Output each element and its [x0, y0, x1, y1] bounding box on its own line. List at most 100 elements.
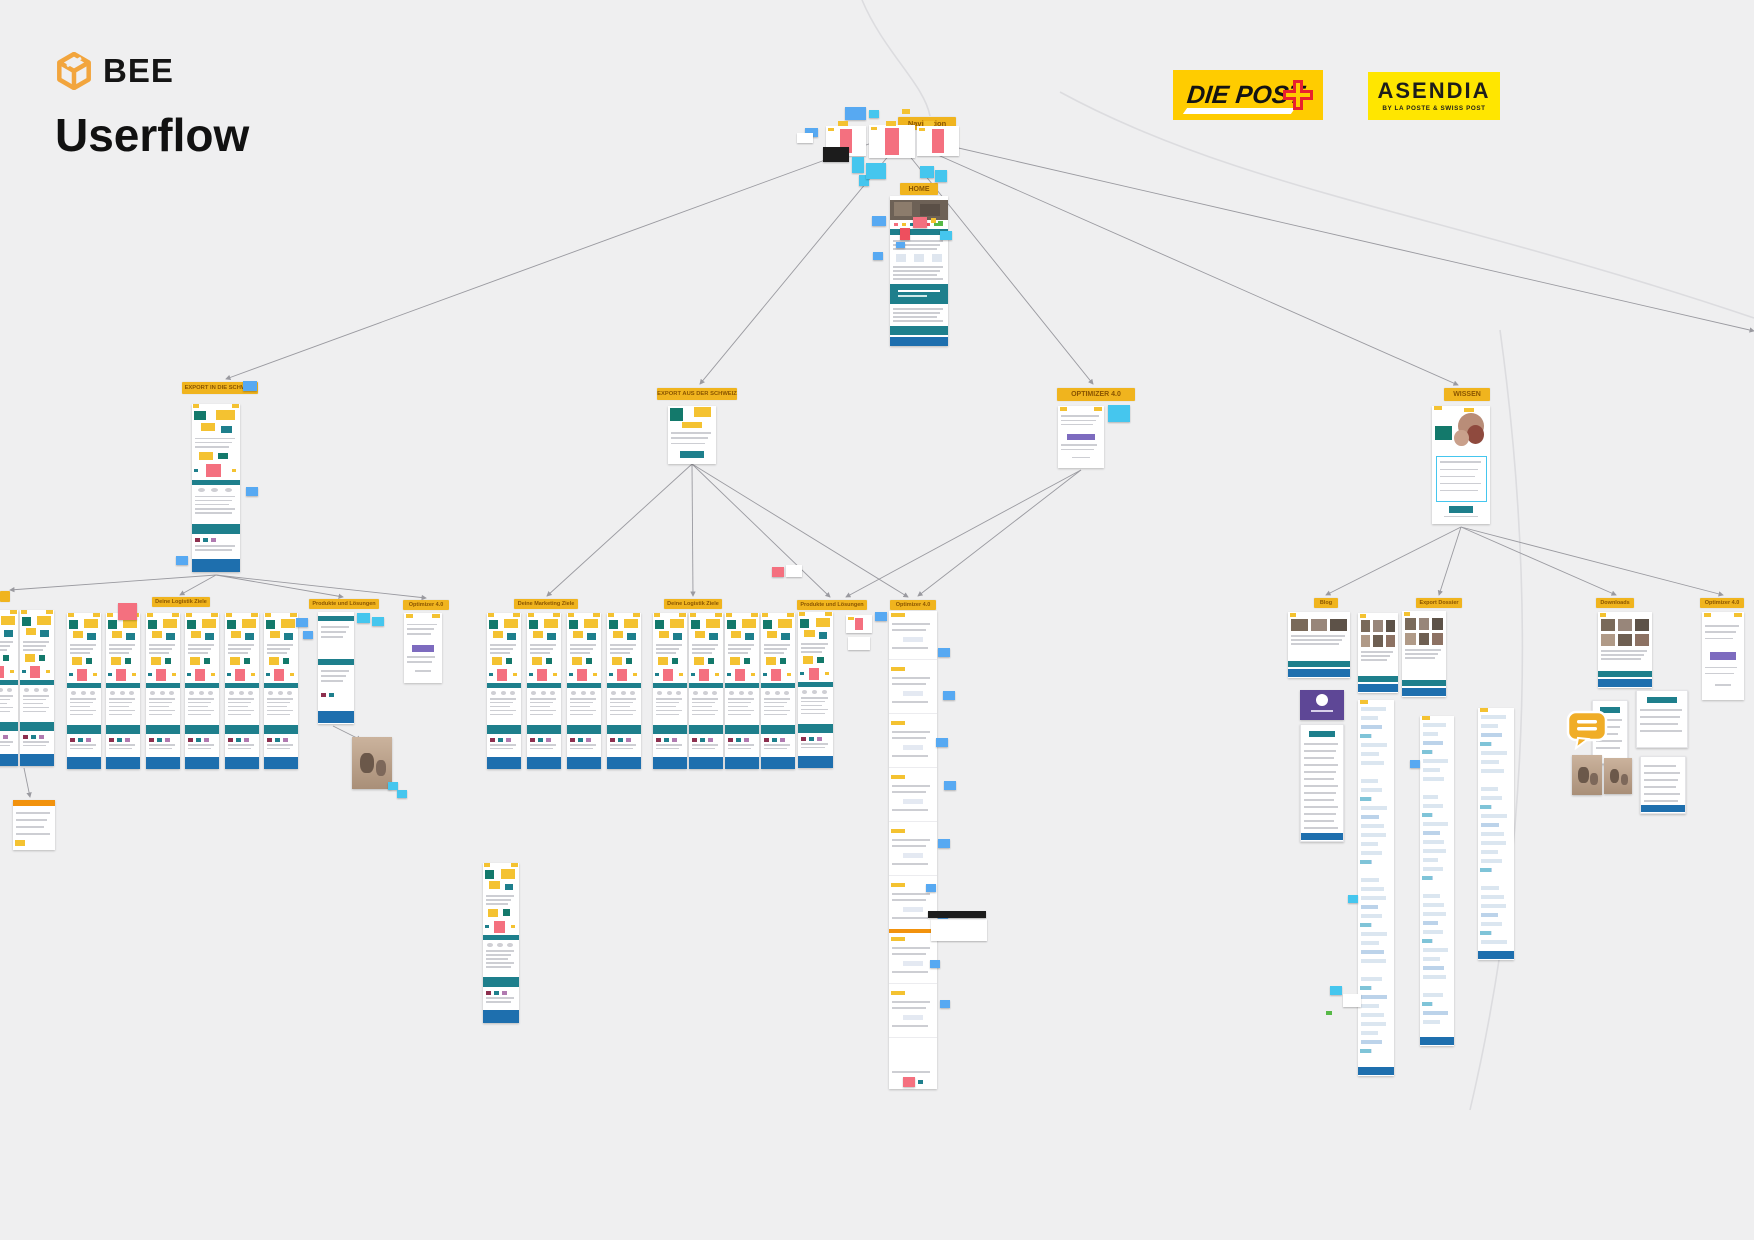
page-thumbnail-landing[interactable]: [0, 610, 18, 766]
sticky-note-blue[interactable]: [845, 107, 866, 120]
mini-card[interactable]: [917, 126, 959, 156]
page-thumbnail-landing[interactable]: [798, 612, 833, 768]
page-thumbnail-landing[interactable]: [146, 613, 180, 769]
sticky-note-cyan[interactable]: [920, 166, 934, 178]
page-thumbnail-landing[interactable]: [689, 613, 723, 769]
page-thumbnail-scroll[interactable]: [1420, 716, 1454, 1046]
page-thumbnail-landing[interactable]: [20, 610, 54, 766]
flow-label-label-cut[interactable]: [0, 591, 10, 602]
page-thumbnail-landing[interactable]: [725, 613, 759, 769]
page-thumbnail-scroll[interactable]: [1358, 700, 1394, 1076]
sticky-note-blue[interactable]: [872, 216, 886, 226]
page-thumbnail-landing[interactable]: [185, 613, 219, 769]
page-thumbnail-simple[interactable]: [318, 612, 354, 724]
comment-icon[interactable]: [1566, 710, 1608, 751]
flow-label-optimizer-40-top[interactable]: OPTIMIZER 4.0: [1057, 388, 1135, 401]
sticky-note-cyan[interactable]: [372, 617, 384, 626]
sticky-note-blue[interactable]: [873, 252, 883, 260]
sticky-note-cyan[interactable]: [1108, 405, 1130, 422]
page-thumbnail-wissen[interactable]: [1432, 406, 1490, 524]
flow-label-produkte-und-loesungen-mid[interactable]: Produkte und Lösungen: [797, 600, 867, 610]
page-thumbnail-landing[interactable]: [653, 613, 687, 769]
page-thumbnail-landing[interactable]: [607, 613, 641, 769]
flow-label-wissen[interactable]: WISSEN: [1444, 388, 1490, 401]
flow-label-blog[interactable]: Blog: [1314, 598, 1338, 608]
mini-card[interactable]: [869, 125, 915, 158]
sticky-note-cyan[interactable]: [935, 170, 947, 182]
flow-label-export-in-die-schweiz[interactable]: EXPORT IN DIE SCHWEIZ: [182, 382, 258, 394]
sticky-note-pink[interactable]: [903, 1077, 915, 1087]
page-thumbnail-landing[interactable]: [483, 863, 519, 1023]
page-thumbnail-optsm[interactable]: [1058, 406, 1104, 468]
page-thumbnail-photos[interactable]: [1402, 611, 1446, 697]
flow-label-optimizer-40-right[interactable]: Optimizer 4.0: [1700, 598, 1744, 608]
sticky-note-pink[interactable]: [118, 603, 137, 620]
page-thumbnail-landing[interactable]: [761, 613, 795, 769]
flow-label-optimizer-40-left[interactable]: Optimizer 4.0: [403, 600, 449, 610]
sticky-note-blue[interactable]: [896, 242, 905, 248]
page-thumbnail-mini[interactable]: [668, 406, 716, 464]
sticky-note-blue[interactable]: [938, 914, 948, 922]
page-thumbnail-optsm[interactable]: [404, 613, 442, 683]
page-thumbnail-landing[interactable]: [487, 613, 521, 769]
page-thumbnail-photos[interactable]: [1358, 613, 1398, 693]
sticky-note-blue[interactable]: [805, 128, 818, 137]
page-thumbnail-tallflow[interactable]: [889, 611, 937, 1089]
sticky-note-cyan[interactable]: [1330, 986, 1342, 995]
sticky-note-cyan[interactable]: [940, 231, 952, 240]
page-thumbnail-whitecard[interactable]: [1640, 756, 1686, 814]
page-thumbnail-landing[interactable]: [527, 613, 561, 769]
sticky-note-blue[interactable]: [944, 781, 956, 790]
sticky-note-blue[interactable]: [1410, 760, 1420, 768]
sticky-note-cyan[interactable]: [869, 110, 879, 118]
sticky-note-blue[interactable]: [875, 612, 887, 621]
page-thumbnail-photos[interactable]: [1598, 612, 1652, 688]
page-thumbnail-photo[interactable]: [1604, 758, 1632, 794]
mini-card[interactable]: [846, 615, 872, 633]
flow-label-export-aus-der-schweiz[interactable]: EXPORT AUS DER SCHWEIZ: [657, 388, 737, 400]
selected-element-bar[interactable]: [928, 911, 986, 918]
page-thumbnail-note[interactable]: [13, 800, 55, 850]
sticky-note-blue[interactable]: [930, 960, 940, 968]
sticky-note-blue[interactable]: [940, 1000, 950, 1008]
sticky-note-cyan[interactable]: [388, 782, 398, 790]
sticky-note-blue[interactable]: [176, 556, 188, 565]
mini-card[interactable]: [848, 637, 870, 650]
flow-label-downloads[interactable]: Downloads: [1596, 598, 1634, 608]
page-thumbnail-landing[interactable]: [264, 613, 298, 769]
flow-label-export-dossier[interactable]: Export Dossier: [1416, 598, 1462, 608]
sticky-note-black[interactable]: [823, 147, 849, 162]
sticky-note-cyan[interactable]: [866, 163, 886, 179]
page-thumbnail-scroll[interactable]: [1478, 708, 1514, 960]
page-thumbnail-landing[interactable]: [192, 404, 240, 572]
page-thumbnail-whitecard[interactable]: [1300, 724, 1344, 842]
sticky-note-blue[interactable]: [296, 618, 308, 627]
page-thumbnail-landing[interactable]: [225, 613, 259, 769]
sticky-note-cyan[interactable]: [397, 790, 407, 798]
page-thumbnail-home[interactable]: [890, 196, 948, 346]
sticky-note-blue[interactable]: [303, 631, 313, 639]
sticky-note-blue[interactable]: [938, 839, 950, 848]
page-thumbnail-landing[interactable]: [567, 613, 601, 769]
mini-card[interactable]: [786, 565, 802, 577]
page-thumbnail-landing[interactable]: [106, 613, 140, 769]
page-thumbnail-whitecard[interactable]: [1636, 690, 1688, 748]
sticky-note-cyan[interactable]: [852, 157, 864, 173]
page-thumbnail-photos[interactable]: [1288, 612, 1350, 678]
page-thumbnail-optsm[interactable]: [1702, 612, 1744, 700]
mini-card[interactable]: [797, 133, 813, 143]
flow-label-optimizer-40-mid[interactable]: Optimizer 4.0: [890, 600, 936, 610]
sticky-note-blue[interactable]: [926, 884, 936, 892]
mini-card[interactable]: [1343, 994, 1361, 1007]
flow-label-home[interactable]: HOME: [900, 183, 938, 195]
sticky-note-blue[interactable]: [246, 487, 258, 496]
sticky-note-cyan[interactable]: [859, 175, 869, 186]
sticky-note-blue[interactable]: [943, 691, 955, 700]
sticky-note-pink[interactable]: [913, 217, 927, 228]
sticky-note-blue[interactable]: [938, 648, 950, 657]
flow-label-produkte-und-loesungen-left[interactable]: Produkte und Lösungen: [309, 599, 379, 609]
flow-label-deine-marketing-ziele[interactable]: Deine Marketing Ziele: [514, 599, 578, 609]
sticky-note-pink[interactable]: [772, 567, 784, 577]
flow-label-deine-logistik-ziele-mid[interactable]: Deine Logistik Ziele: [664, 599, 722, 609]
sticky-note-blue[interactable]: [243, 381, 257, 391]
